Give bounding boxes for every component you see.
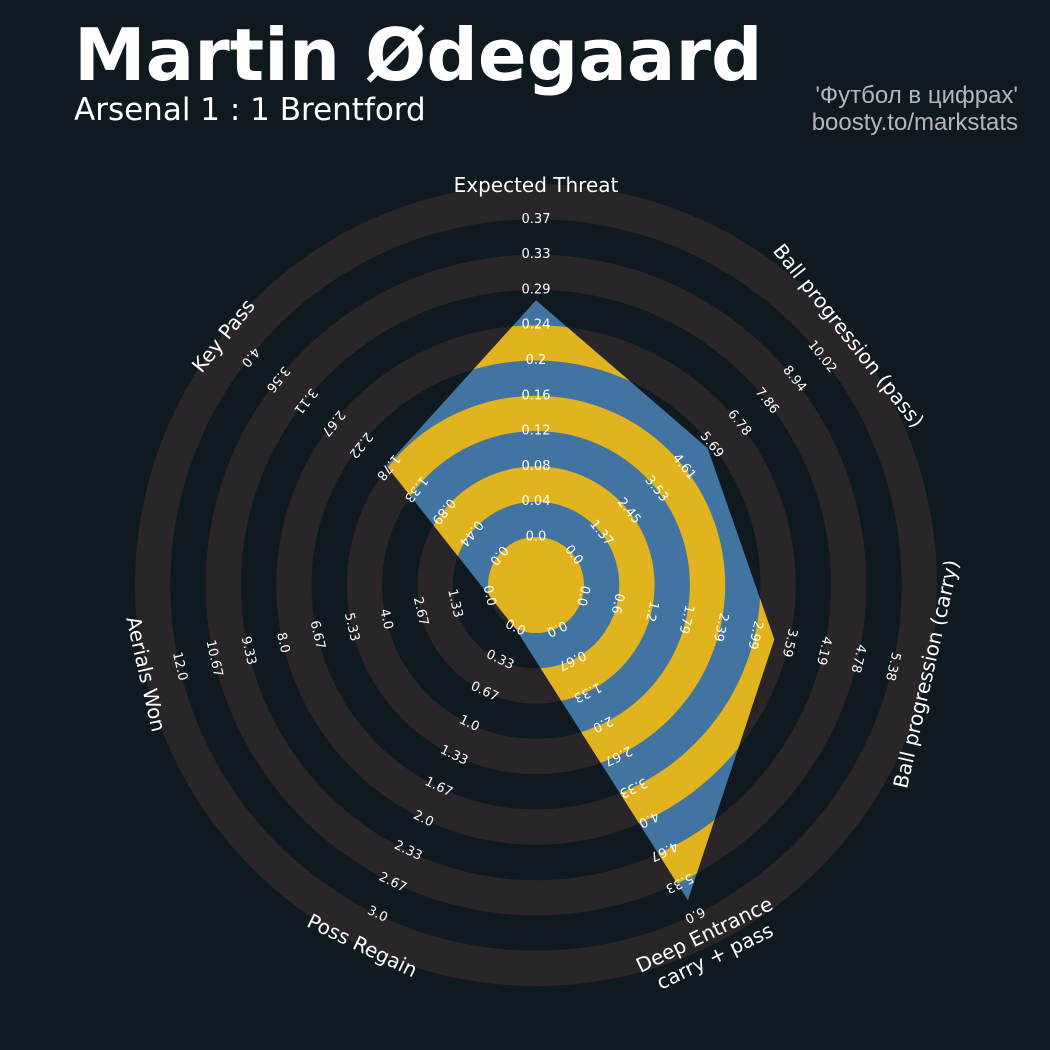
tick-label: 4.19 — [813, 635, 834, 667]
tick-label: 8.0 — [273, 631, 292, 655]
tick-label: 0.0 — [480, 584, 499, 608]
tick-label: 0.12 — [522, 424, 551, 439]
tick-label: 0.0 — [573, 584, 592, 608]
tick-label: 0.16 — [522, 388, 551, 403]
tick-label: 2.39 — [710, 611, 731, 643]
tick-label: 0.04 — [522, 494, 551, 509]
chart-subtitle: Arsenal 1 : 1 Brentford — [74, 92, 426, 128]
tick-label: 0.08 — [522, 459, 551, 474]
credit-url: boosty.to/markstats — [811, 109, 1018, 136]
tick-label: 4.0 — [376, 607, 395, 631]
chart-title: Martin Ødegaard — [74, 13, 763, 97]
tick-label: 9.33 — [238, 635, 259, 667]
tick-label: 0.24 — [522, 318, 551, 333]
tick-label: 0.0 — [526, 530, 547, 545]
tick-label: 1.79 — [675, 603, 696, 635]
value-center-disc — [488, 537, 584, 633]
tick-label: 0.29 — [522, 282, 551, 297]
tick-label: 0.37 — [522, 212, 551, 227]
tick-label: 1.33 — [444, 588, 465, 620]
tick-label: 1.2 — [642, 600, 661, 624]
tick-label: 6.67 — [307, 619, 328, 651]
tick-label: 2.99 — [744, 619, 765, 651]
tick-label: 5.38 — [882, 651, 903, 683]
tick-label: 0.6 — [608, 592, 627, 616]
tick-label: 0.33 — [522, 247, 551, 262]
tick-label: 4.78 — [848, 643, 869, 675]
tick-label: 3.59 — [779, 627, 800, 659]
tick-label: 5.33 — [341, 611, 362, 643]
tick-label: 2.67 — [410, 596, 431, 628]
tick-label: 12.0 — [169, 651, 190, 683]
credit-source: 'Футбол в цифрах' — [815, 82, 1018, 109]
param-label: Expected Threat — [454, 173, 619, 197]
tick-label: 0.2 — [526, 353, 547, 368]
